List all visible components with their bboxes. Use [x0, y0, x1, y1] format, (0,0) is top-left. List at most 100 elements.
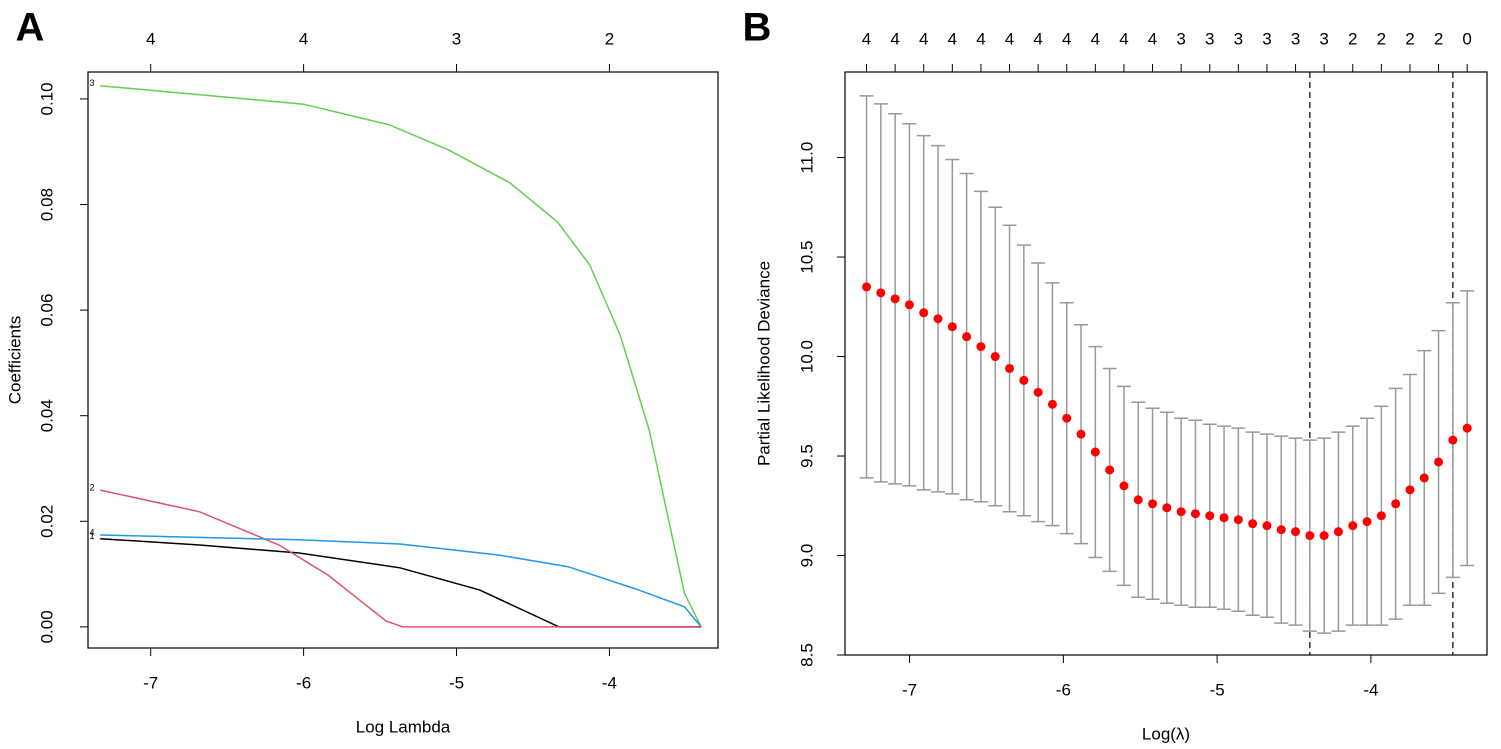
- point: [1248, 519, 1258, 529]
- line-label: 1: [89, 531, 94, 541]
- point: [933, 314, 943, 324]
- y-axis-title: Coefficients: [5, 316, 24, 405]
- x-tick-label: -4: [1363, 680, 1378, 699]
- point: [1162, 503, 1172, 513]
- top-tick-label: 3: [1205, 29, 1214, 48]
- point: [1176, 507, 1186, 517]
- top-tick-label: 3: [1176, 29, 1185, 48]
- top-tick-label: 4: [1062, 29, 1071, 48]
- point: [1076, 429, 1086, 439]
- point: [1062, 413, 1072, 423]
- y-tick-label: 8.5: [797, 643, 816, 667]
- top-tick-label: 3: [1319, 29, 1328, 48]
- x-tick-label: -4: [602, 673, 617, 692]
- point: [876, 288, 886, 298]
- x-axis-title: Log Lambda: [356, 717, 451, 736]
- panel-label: A: [16, 6, 45, 50]
- point: [990, 352, 1000, 362]
- top-tick-label: 3: [1262, 29, 1271, 48]
- point: [1205, 511, 1215, 521]
- top-tick-label: 2: [1377, 29, 1386, 48]
- y-tick-label: 0.04: [37, 399, 56, 432]
- y-tick-label: 0.10: [37, 82, 56, 115]
- top-tick-label: 2: [605, 29, 614, 48]
- point: [1462, 423, 1472, 433]
- point: [1148, 499, 1158, 509]
- y-tick-label: 11.0: [797, 142, 816, 174]
- y-tick-label: 0.06: [37, 294, 56, 327]
- point: [1362, 517, 1372, 527]
- point: [976, 342, 986, 352]
- point: [1348, 521, 1358, 531]
- point: [1276, 525, 1286, 535]
- point: [1333, 527, 1343, 537]
- y-tick-label: 0.00: [37, 610, 56, 643]
- point: [890, 294, 900, 304]
- top-tick-label: 4: [146, 29, 155, 48]
- top-tick-label: 4: [862, 29, 871, 48]
- point: [1005, 363, 1015, 373]
- point: [1291, 527, 1301, 537]
- coef-line: [100, 84, 702, 628]
- coef-line: [100, 489, 702, 628]
- y-tick-label: 10.0: [797, 340, 816, 373]
- y-axis-title: Partial Likelihood Deviance: [754, 261, 773, 466]
- point: [1219, 513, 1229, 523]
- x-axis-title: Log(λ): [1142, 724, 1190, 743]
- plot-box: [844, 71, 1488, 656]
- point: [1419, 473, 1429, 483]
- top-tick-label: 4: [976, 29, 985, 48]
- point: [1105, 465, 1115, 475]
- top-tick-label: 4: [919, 29, 928, 48]
- point: [1047, 399, 1057, 409]
- y-tick-label: 9.5: [797, 444, 816, 468]
- top-tick-label: 4: [1033, 29, 1042, 48]
- y-tick-label: 0.02: [37, 505, 56, 538]
- x-tick-label: -5: [449, 673, 464, 692]
- coef-line: [100, 534, 702, 628]
- line-label: 3: [89, 78, 94, 88]
- top-tick-label: 4: [1091, 29, 1100, 48]
- point: [1119, 481, 1129, 491]
- point: [1434, 457, 1444, 467]
- line-label: 2: [89, 483, 94, 493]
- top-tick-label: 2: [1405, 29, 1414, 48]
- point: [1133, 495, 1143, 505]
- point: [1305, 531, 1315, 541]
- top-tick-label: 4: [1148, 29, 1157, 48]
- top-tick-label: 4: [1119, 29, 1128, 48]
- plot-box: [87, 71, 719, 649]
- line-label: 4: [89, 527, 94, 537]
- point: [1391, 499, 1401, 509]
- top-tick-label: 4: [890, 29, 899, 48]
- point: [904, 300, 914, 310]
- point: [1376, 511, 1386, 521]
- top-tick-label: 0: [1462, 29, 1471, 48]
- point: [1405, 485, 1415, 495]
- top-tick-label: 3: [1234, 29, 1243, 48]
- point: [962, 332, 972, 342]
- x-tick-label: -7: [902, 680, 917, 699]
- top-tick-label: 4: [299, 29, 308, 48]
- top-tick-label: 2: [1434, 29, 1443, 48]
- top-tick-label: 3: [1291, 29, 1300, 48]
- point: [1019, 375, 1029, 385]
- x-tick-label: -6: [296, 673, 311, 692]
- point: [1262, 521, 1272, 531]
- y-tick-label: 0.08: [37, 188, 56, 221]
- point: [919, 308, 929, 318]
- top-tick-label: 3: [452, 29, 461, 48]
- y-tick-label: 10.5: [797, 241, 816, 274]
- panel-label: B: [743, 6, 772, 50]
- point: [1448, 435, 1458, 445]
- top-tick-label: 2: [1348, 29, 1357, 48]
- point: [1190, 509, 1200, 519]
- point: [1319, 531, 1329, 541]
- point: [862, 282, 872, 292]
- point: [1233, 515, 1243, 525]
- x-tick-label: -5: [1210, 680, 1225, 699]
- top-tick-label: 4: [948, 29, 957, 48]
- top-tick-label: 4: [1005, 29, 1014, 48]
- point: [1033, 387, 1043, 397]
